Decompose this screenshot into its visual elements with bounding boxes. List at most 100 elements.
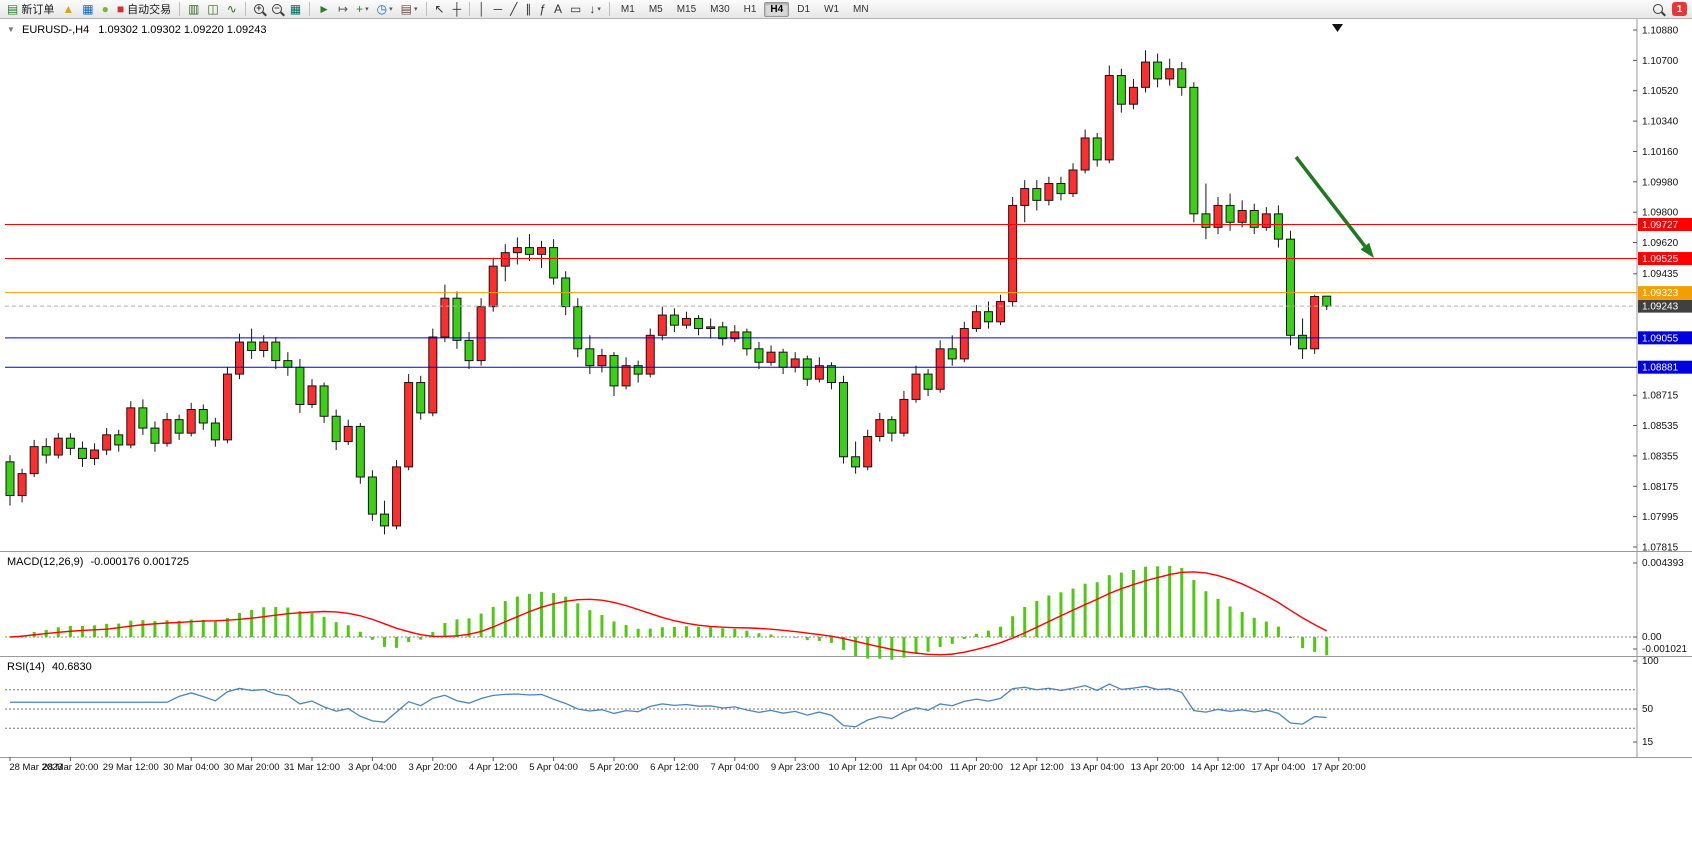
candlestick-chart-icon[interactable]: ◫	[204, 1, 221, 18]
line-chart-icon: ∿	[226, 2, 237, 16]
timeframe-h1[interactable]: H1	[743, 3, 757, 15]
templates-button: ▤	[400, 2, 412, 16]
compass-icon: ▲	[62, 2, 75, 16]
macd-values: -0.000176 0.001725	[90, 556, 189, 568]
chevron-down-icon: ▾	[389, 6, 393, 13]
toolbar-separator	[179, 2, 181, 16]
data-window-icon[interactable]: ●	[99, 1, 112, 18]
toolbar-separator	[244, 2, 246, 16]
search-icon[interactable]	[1650, 1, 1666, 18]
svg-text:12 Apr 12:00: 12 Apr 12:00	[1010, 762, 1064, 773]
timeframe-w1[interactable]: W1	[824, 3, 840, 15]
svg-text:1.09435: 1.09435	[1642, 269, 1679, 280]
timeframe-h4[interactable]: H4	[764, 1, 790, 17]
svg-text:1.07995: 1.07995	[1642, 512, 1679, 523]
collapse-arrow-icon[interactable]: ▼	[7, 25, 15, 34]
text-icon[interactable]: A	[551, 1, 565, 18]
rsi-value: 40.6830	[51, 661, 92, 673]
toolbar-separator	[469, 2, 471, 16]
svg-text:50: 50	[1642, 704, 1654, 715]
timeframe-mn[interactable]: MN	[853, 3, 869, 15]
timeframe-m15[interactable]: M15	[676, 3, 697, 15]
macd-name: MACD(12,26,9)	[7, 556, 84, 568]
bar-chart-icon[interactable]: ▥	[185, 1, 202, 18]
svg-text:100: 100	[1642, 656, 1659, 667]
svg-text:0.00: 0.00	[1642, 632, 1662, 643]
auto-scroll-icon: ►	[318, 2, 331, 16]
macd-indicator-label: MACD(12,26,9) -0.000176 0.001725	[7, 556, 189, 568]
svg-text:11 Apr 20:00: 11 Apr 20:00	[950, 762, 1003, 773]
new-order-button-label: 新订单	[21, 4, 55, 16]
market-watch-icon: ▦	[82, 2, 94, 16]
chevron-down-icon: ▾	[365, 6, 369, 13]
toolbar-separator	[608, 2, 610, 16]
vertical-line-icon[interactable]: │	[475, 1, 489, 18]
arrows-button[interactable]: ↓ ▾	[586, 1, 604, 18]
svg-text:1.09323: 1.09323	[1642, 288, 1679, 299]
candlestick-chart-icon: ◫	[207, 2, 219, 16]
svg-text:1.08355: 1.08355	[1642, 451, 1679, 462]
timeframe-d1[interactable]: D1	[797, 3, 811, 15]
timeframe-m30[interactable]: M30	[710, 3, 730, 15]
svg-text:-0.001021: -0.001021	[1642, 644, 1687, 655]
toolbar-separator	[425, 2, 427, 16]
text-label-icon: ▭	[570, 2, 582, 16]
toolbar-separator	[309, 2, 311, 16]
compass-icon[interactable]: ▲	[59, 1, 77, 18]
fibonacci-icon[interactable]: ƒ	[536, 1, 549, 18]
svg-text:28 Mar 20:00: 28 Mar 20:00	[42, 762, 98, 773]
svg-text:1.08175: 1.08175	[1642, 482, 1679, 493]
timeframe-m5[interactable]: M5	[648, 3, 663, 15]
chevron-down-icon: ▾	[597, 6, 601, 13]
svg-text:1.10880: 1.10880	[1642, 26, 1679, 37]
zoom-in-icon: +	[253, 4, 264, 14]
tile-windows-icon: ▦	[289, 2, 302, 16]
svg-text:5 Apr 20:00: 5 Apr 20:00	[590, 762, 639, 773]
svg-text:9 Apr 23:00: 9 Apr 23:00	[771, 762, 820, 773]
templates-button[interactable]: ▤ ▾	[398, 1, 421, 18]
new-order-button[interactable]: ▤ 新订单	[4, 1, 57, 18]
svg-text:1.10700: 1.10700	[1642, 56, 1679, 67]
periods-button[interactable]: ◷ ▾	[374, 1, 396, 18]
svg-text:1.09980: 1.09980	[1642, 177, 1679, 188]
indicators-button[interactable]: + ▾	[353, 1, 372, 18]
vertical-line-icon: │	[478, 2, 486, 16]
timeframe-m1[interactable]: M1	[620, 3, 635, 15]
svg-text:14 Apr 12:00: 14 Apr 12:00	[1191, 762, 1245, 773]
horizontal-line-icon[interactable]: ─	[491, 1, 506, 18]
toolbar-right: 1	[1649, 1, 1689, 18]
notification-badge[interactable]: 1	[1672, 2, 1687, 16]
svg-text:13 Apr 20:00: 13 Apr 20:00	[1131, 762, 1185, 773]
crosshair-icon: ┼	[452, 2, 462, 16]
toolbar: ▤ 新订单 ▲ ▦ ● ■ 自动交易 ▥ ◫ ∿ + − ▦ ► ↦ + ▾ ◷ ▾ ▤ ▾ ↖ ┼ │ ─ ╱ ∥ ƒ A ▭ ↓ ▾ M1 M…	[0, 0, 1692, 19]
zoom-out-icon[interactable]: −	[269, 1, 285, 18]
svg-text:3 Apr 20:00: 3 Apr 20:00	[408, 762, 457, 773]
chart-shift-icon[interactable]: ↦	[335, 1, 351, 18]
cursor-icon[interactable]: ↖	[432, 1, 448, 18]
svg-text:17 Apr 04:00: 17 Apr 04:00	[1251, 762, 1305, 773]
periods-button: ◷	[376, 2, 388, 16]
svg-text:7 Apr 04:00: 7 Apr 04:00	[710, 762, 759, 773]
search-icon	[1653, 4, 1663, 14]
svg-text:17 Apr 20:00: 17 Apr 20:00	[1312, 762, 1366, 773]
auto-scroll-icon[interactable]: ►	[315, 1, 333, 18]
svg-text:1.10520: 1.10520	[1642, 86, 1679, 97]
zoom-in-icon[interactable]: +	[251, 1, 267, 18]
market-watch-icon[interactable]: ▦	[79, 1, 96, 18]
tile-windows-icon[interactable]: ▦	[287, 1, 304, 18]
chart-legend: ▼ EURUSD-,H4 1.09302 1.09302 1.09220 1.0…	[7, 24, 267, 36]
crosshair-icon[interactable]: ┼	[450, 1, 465, 18]
svg-text:10 Apr 12:00: 10 Apr 12:00	[829, 762, 883, 773]
svg-text:29 Mar 12:00: 29 Mar 12:00	[103, 762, 159, 773]
indicators-button: +	[356, 2, 364, 16]
trendline-icon[interactable]: ╱	[507, 1, 520, 18]
text-label-icon[interactable]: ▭	[567, 1, 584, 18]
chart-shift-icon: ↦	[338, 2, 349, 16]
line-chart-icon[interactable]: ∿	[224, 1, 240, 18]
text-icon: A	[554, 2, 563, 16]
channel-icon[interactable]: ∥	[522, 1, 534, 18]
auto-trading-button[interactable]: ■ 自动交易	[114, 1, 174, 18]
svg-text:1.09525: 1.09525	[1642, 254, 1679, 265]
